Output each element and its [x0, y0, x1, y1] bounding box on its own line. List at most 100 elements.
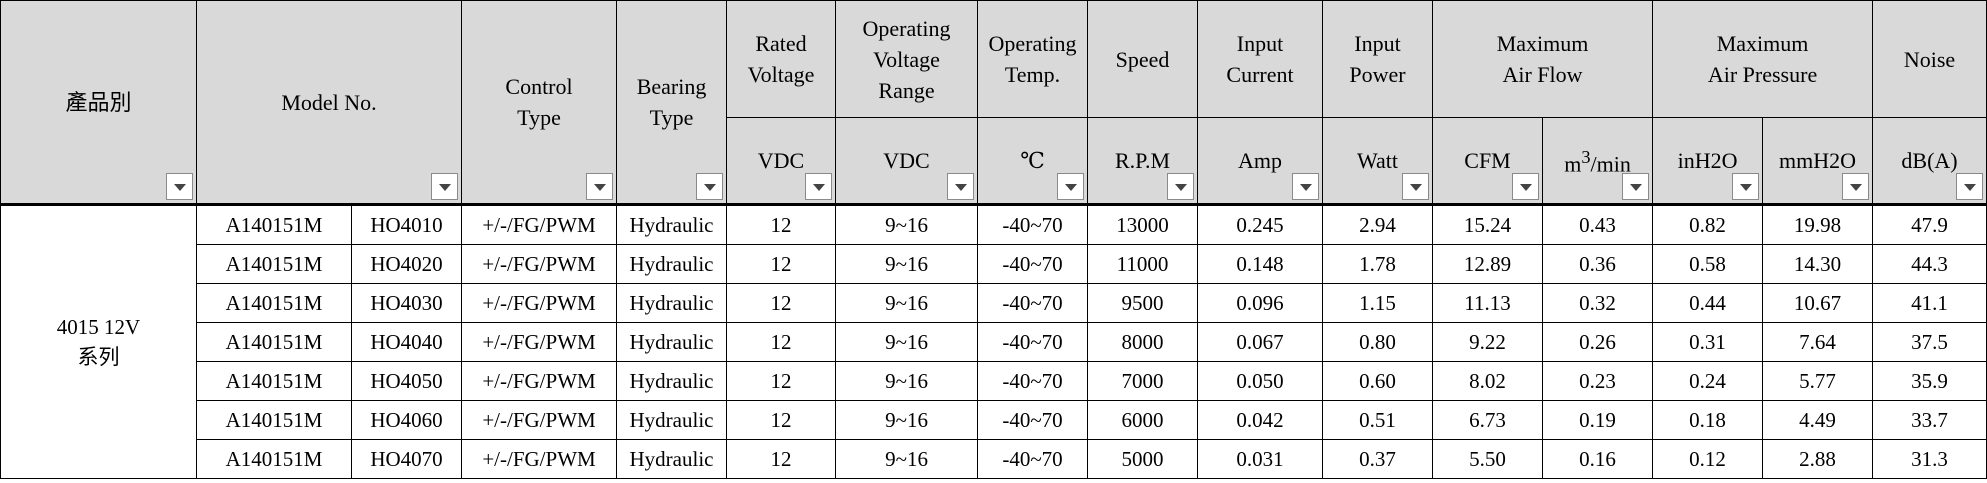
header-noise: Noise	[1872, 0, 1987, 118]
header-bearing-type-line2: Type	[649, 105, 694, 130]
cell-rated-voltage: 12	[726, 203, 837, 245]
cell-input-power: 0.60	[1322, 361, 1434, 401]
cell-air-flow-m3: 0.32	[1542, 283, 1654, 323]
cell-air-flow-cfm: 8.02	[1432, 361, 1544, 401]
filter-dropdown-icon[interactable]	[805, 173, 833, 200]
filter-dropdown-icon[interactable]	[1402, 173, 1430, 200]
header-speed-label: Speed	[1115, 46, 1170, 72]
filter-dropdown-icon[interactable]	[1512, 173, 1540, 200]
unit-label: VDC	[883, 148, 930, 173]
cell-pressure-inh2o: 0.31	[1652, 322, 1764, 362]
cell-model-code: A140151M	[196, 400, 352, 440]
cell-control-type: +/-/FG/PWM	[461, 203, 618, 245]
filter-dropdown-icon[interactable]	[1057, 173, 1085, 200]
unit-pressure-mmh2o: mmH2O	[1762, 117, 1874, 205]
filter-dropdown-icon[interactable]	[1167, 173, 1195, 200]
cell-input-current: 0.067	[1197, 322, 1324, 362]
filter-dropdown-icon[interactable]	[696, 173, 724, 200]
cell-noise: 37.5	[1872, 322, 1987, 362]
cell-control-type: +/-/FG/PWM	[461, 400, 618, 440]
cell-pressure-mmh2o: 4.49	[1762, 400, 1874, 440]
cell-pressure-mmh2o: 14.30	[1762, 244, 1874, 284]
cell-input-power: 1.15	[1322, 283, 1434, 323]
filter-dropdown-icon[interactable]	[586, 173, 614, 200]
cell-input-power: 1.78	[1322, 244, 1434, 284]
unit-label: mmH2O	[1779, 148, 1857, 173]
cell-pressure-mmh2o: 19.98	[1762, 203, 1874, 245]
filter-dropdown-icon[interactable]	[1732, 173, 1760, 200]
filter-dropdown-icon[interactable]	[166, 173, 193, 200]
cell-operating-temp: -40~70	[977, 400, 1089, 440]
cell-air-flow-cfm: 15.24	[1432, 203, 1544, 245]
cell-noise: 44.3	[1872, 244, 1987, 284]
cell-operating-temp: -40~70	[977, 439, 1089, 479]
header-product-category-label: 產品別	[65, 89, 132, 115]
cell-bearing-type: Hydraulic	[616, 203, 728, 245]
cell-model-number: HO4060	[350, 400, 463, 440]
cell-noise: 33.7	[1872, 400, 1987, 440]
cell-pressure-inh2o: 0.24	[1652, 361, 1764, 401]
unit-superscript: 3	[1581, 146, 1591, 167]
filter-dropdown-icon[interactable]	[1292, 173, 1320, 200]
cell-bearing-type: Hydraulic	[616, 244, 728, 284]
header-input-current-line1: Input	[1236, 31, 1284, 56]
cell-control-type: +/-/FG/PWM	[461, 439, 618, 479]
header-rated-voltage: Rated Voltage	[726, 0, 837, 118]
cell-model-code: A140151M	[196, 283, 352, 323]
cell-operating-temp: -40~70	[977, 203, 1089, 245]
cell-air-flow-m3: 0.36	[1542, 244, 1654, 284]
unit-speed: R.P.M	[1087, 117, 1199, 205]
cell-model-number: HO4020	[350, 244, 463, 284]
header-air-pressure-line1: Maximum	[1716, 31, 1809, 56]
table-row: A140151M HO4030 +/-/FG/PWM Hydraulic 12 9~16-…	[1, 283, 1987, 323]
cell-control-type: +/-/FG/PWM	[461, 283, 618, 323]
cell-voltage-range: 9~16	[835, 283, 979, 323]
cell-pressure-mmh2o: 7.64	[1762, 322, 1874, 362]
header-input-current-line2: Current	[1226, 62, 1294, 87]
header-op-voltage-line1: Operating	[862, 15, 951, 41]
header-bearing-type-line1: Bearing	[636, 74, 707, 99]
unit-pressure-inh2o: inH2O	[1652, 117, 1764, 205]
cell-operating-temp: -40~70	[977, 244, 1089, 284]
cell-voltage-range: 9~16	[835, 361, 979, 401]
cell-air-flow-cfm: 11.13	[1432, 283, 1544, 323]
cell-speed: 5000	[1087, 439, 1199, 479]
cell-noise: 47.9	[1872, 203, 1987, 245]
header-op-voltage-line2: Voltage	[873, 46, 940, 72]
table-row: 4015 12V 系列 A140151M HO4010 +/-/FG/PWM Hydrau…	[0, 203, 1987, 479]
cell-air-flow-m3: 0.23	[1542, 361, 1654, 401]
header-model-no-label: Model No.	[281, 89, 377, 115]
cell-noise: 41.1	[1872, 283, 1987, 323]
filter-dropdown-icon[interactable]	[1622, 173, 1650, 200]
unit-operating-temp: ℃	[977, 117, 1089, 205]
filter-dropdown-icon[interactable]	[1956, 173, 1984, 200]
unit-input-current: Amp	[1197, 117, 1324, 205]
cell-air-flow-cfm: 6.73	[1432, 400, 1544, 440]
cell-bearing-type: Hydraulic	[616, 361, 728, 401]
cell-bearing-type: Hydraulic	[616, 322, 728, 362]
header-air-flow-line1: Maximum	[1496, 31, 1589, 56]
cell-noise: 35.9	[1872, 361, 1987, 401]
cell-rated-voltage: 12	[726, 400, 837, 440]
cell-control-type: +/-/FG/PWM	[461, 361, 618, 401]
unit-noise: dB(A)	[1872, 117, 1987, 205]
unit-label: Amp	[1238, 148, 1283, 173]
filter-dropdown-icon[interactable]	[947, 173, 975, 200]
filter-dropdown-icon[interactable]	[1842, 173, 1870, 200]
filter-dropdown-icon[interactable]	[431, 173, 459, 200]
cell-operating-temp: -40~70	[977, 322, 1089, 362]
header-control-type: Control Type	[461, 0, 618, 205]
cell-rated-voltage: 12	[726, 244, 837, 284]
group-label-line2: 系列	[77, 345, 120, 369]
cell-pressure-inh2o: 0.82	[1652, 203, 1764, 245]
cell-speed: 9500	[1087, 283, 1199, 323]
header-max-air-pressure: Maximum Air Pressure	[1652, 0, 1874, 118]
header-input-power-line2: Power	[1349, 62, 1406, 87]
cell-bearing-type: Hydraulic	[616, 439, 728, 479]
header-operating-voltage-range: Operating Voltage Range	[835, 0, 979, 118]
cell-model-code: A140151M	[196, 439, 352, 479]
unit-suffix: /min	[1590, 151, 1631, 177]
cell-air-flow-m3: 0.43	[1542, 203, 1654, 245]
cell-bearing-type: Hydraulic	[616, 400, 728, 440]
cell-air-flow-m3: 0.19	[1542, 400, 1654, 440]
